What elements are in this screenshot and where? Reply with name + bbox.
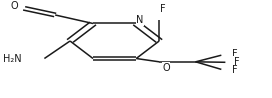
- Text: F: F: [232, 49, 238, 59]
- Text: F: F: [232, 65, 238, 75]
- Text: O: O: [10, 1, 18, 11]
- Text: F: F: [160, 4, 166, 14]
- Text: H₂N: H₂N: [3, 54, 22, 64]
- Text: F: F: [234, 57, 240, 67]
- Text: O: O: [162, 63, 170, 73]
- Text: N: N: [136, 15, 144, 25]
